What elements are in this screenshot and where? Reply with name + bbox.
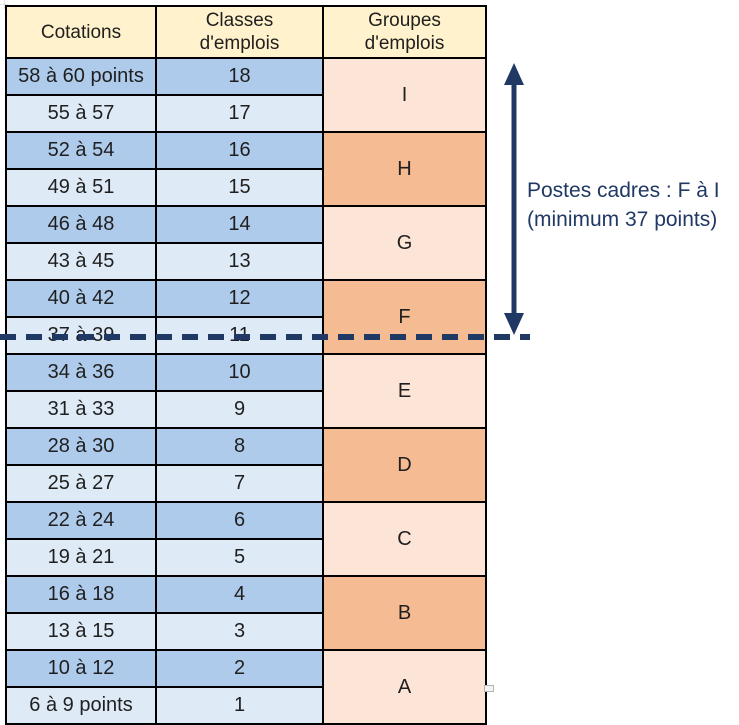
classe-cell: 6 (155, 501, 324, 540)
table-row: 16 à 18 4 B (5, 575, 487, 651)
classe-cell: 7 (155, 464, 324, 503)
table-row: 49 à 51 15 (5, 168, 486, 207)
cotation-cell: 43 à 45 (5, 242, 157, 281)
cotation-cell: 49 à 51 (5, 168, 157, 207)
table-row: 19 à 21 5 (5, 538, 486, 577)
classe-cell: 10 (155, 353, 324, 392)
table-row: 55 à 57 17 (5, 94, 486, 133)
groupe-cell: C (322, 501, 487, 577)
classe-cell: 5 (155, 538, 324, 577)
annotation-line2: (minimum 37 points) (527, 208, 718, 231)
classe-cell: 14 (155, 205, 324, 244)
groupe-cell: D (322, 427, 487, 503)
table-row: 34 à 36 10 E (5, 353, 487, 429)
table-row: 43 à 45 13 (5, 242, 486, 281)
classe-cell: 17 (155, 94, 324, 133)
cotation-cell: 31 à 33 (5, 390, 157, 429)
table-row: 13 à 15 3 (5, 612, 486, 651)
cotation-cell: 16 à 18 (5, 575, 157, 614)
cotation-cell: 34 à 36 (5, 353, 157, 392)
col-header-groupes: Groupes d'emplois (322, 5, 487, 59)
classification-table: Cotations Classes d'emplois Groupes d'em… (5, 5, 487, 725)
canvas-corner-marker (0, 0, 9, 9)
groupe-cell: E (322, 353, 487, 429)
classe-cell: 13 (155, 242, 324, 281)
classe-cell: 9 (155, 390, 324, 429)
classe-cell: 15 (155, 168, 324, 207)
cotation-cell: 13 à 15 (5, 612, 157, 651)
col-header-cotations-label: Cotations (40, 21, 122, 43)
table-row: 22 à 24 6 C (5, 501, 487, 577)
col-header-groupes-label: Groupes d'emplois (364, 10, 445, 54)
table-row: 40 à 42 12 F (5, 279, 487, 355)
classe-cell: 18 (155, 57, 324, 96)
range-double-arrow (504, 63, 524, 335)
groupe-cell: B (322, 575, 487, 651)
table-row: 25 à 27 7 (5, 464, 486, 503)
table-row: 46 à 48 14 G (5, 205, 487, 281)
table-row: 58 à 60 points 18 I (5, 57, 487, 133)
col-header-classes: Classes d'emplois (155, 5, 324, 59)
arrowhead-down-icon (504, 313, 524, 335)
classe-cell: 12 (155, 279, 324, 318)
cotation-cell: 28 à 30 (5, 427, 157, 466)
annotation-line1: Postes cadres : F à I (527, 179, 720, 202)
table-row: 28 à 30 8 D (5, 427, 487, 503)
table-row: 52 à 54 16 H (5, 131, 487, 207)
cotation-cell: 55 à 57 (5, 94, 157, 133)
groupe-cell: A (322, 649, 487, 725)
classe-cell: 2 (155, 649, 324, 688)
table-row: 10 à 12 2 A (5, 649, 487, 725)
cotation-cell: 58 à 60 points (5, 57, 157, 96)
col-header-cotations: Cotations (5, 5, 157, 59)
arrowhead-up-icon (504, 63, 524, 85)
annotation-text: Postes cadres : F à I (minimum 37 points… (527, 176, 737, 234)
cotation-cell: 52 à 54 (5, 131, 157, 170)
groupe-cell: F (322, 279, 487, 355)
classe-cell: 4 (155, 575, 324, 614)
classe-cell: 8 (155, 427, 324, 466)
cotation-cell: 46 à 48 (5, 205, 157, 244)
threshold-dashed-line (0, 334, 530, 340)
classe-cell: 3 (155, 612, 324, 651)
resize-handle[interactable] (484, 685, 494, 692)
groupe-cell: H (322, 131, 487, 207)
groupe-cell: I (322, 57, 487, 133)
table-row: 31 à 33 9 (5, 390, 486, 429)
header-row: Cotations Classes d'emplois Groupes d'em… (5, 5, 487, 59)
cotation-cell: 10 à 12 (5, 649, 157, 688)
classe-cell: 16 (155, 131, 324, 170)
groupe-cell: G (322, 205, 487, 281)
cotation-cell: 40 à 42 (5, 279, 157, 318)
cotation-cell: 25 à 27 (5, 464, 157, 503)
cotation-cell: 22 à 24 (5, 501, 157, 540)
cotation-cell: 19 à 21 (5, 538, 157, 577)
col-header-classes-label: Classes d'emplois (199, 10, 280, 54)
